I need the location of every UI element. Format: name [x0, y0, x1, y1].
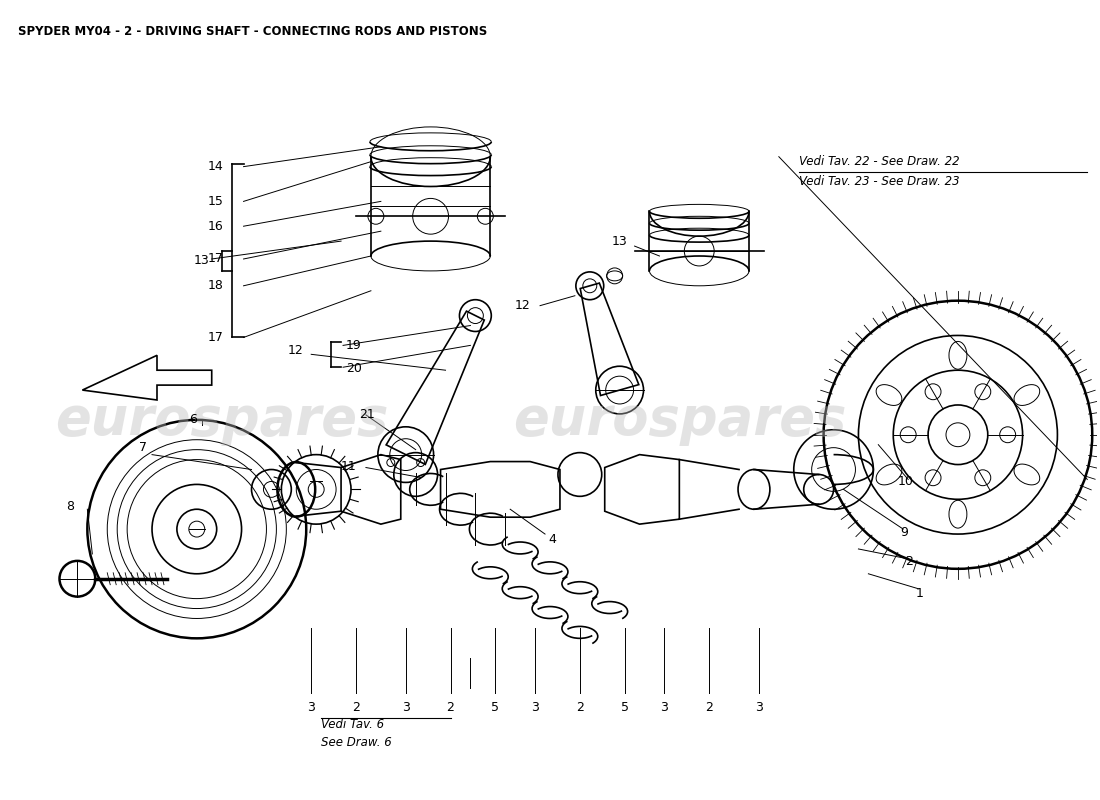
Text: 3: 3: [307, 702, 315, 714]
Text: 10: 10: [898, 475, 913, 488]
Text: 3: 3: [755, 702, 763, 714]
Text: 13: 13: [612, 234, 628, 248]
Text: 12: 12: [515, 299, 530, 312]
Text: 11: 11: [340, 460, 356, 473]
Text: 20: 20: [346, 362, 362, 374]
Text: 2: 2: [705, 702, 713, 714]
Text: 16: 16: [208, 220, 223, 233]
Text: 17: 17: [208, 253, 223, 266]
Text: 5: 5: [492, 702, 499, 714]
Text: 5: 5: [620, 702, 628, 714]
Text: 17: 17: [208, 331, 223, 344]
Polygon shape: [82, 355, 211, 400]
Text: SPYDER MY04 - 2 - DRIVING SHAFT - CONNECTING RODS AND PISTONS: SPYDER MY04 - 2 - DRIVING SHAFT - CONNEC…: [18, 25, 487, 38]
Text: 2: 2: [576, 702, 584, 714]
Text: 14: 14: [208, 160, 223, 173]
Text: 7: 7: [139, 441, 147, 454]
Text: 12: 12: [287, 344, 304, 357]
Text: Vedi Tav. 22 - See Draw. 22: Vedi Tav. 22 - See Draw. 22: [799, 155, 959, 168]
Text: 21: 21: [359, 408, 375, 422]
Text: 18: 18: [208, 279, 223, 292]
Text: 2: 2: [352, 702, 360, 714]
Text: 3: 3: [660, 702, 669, 714]
Text: eurospares: eurospares: [513, 394, 846, 446]
Text: 3: 3: [402, 702, 409, 714]
Text: 2: 2: [905, 555, 913, 568]
Text: Vedi Tav. 23 - See Draw. 23: Vedi Tav. 23 - See Draw. 23: [799, 175, 959, 188]
Text: Vedi Tav. 6: Vedi Tav. 6: [321, 718, 384, 730]
Text: 15: 15: [208, 195, 223, 208]
Text: 2: 2: [447, 702, 454, 714]
Text: 9: 9: [900, 526, 909, 538]
Text: 3: 3: [531, 702, 539, 714]
Text: 19: 19: [346, 339, 362, 352]
Text: 6: 6: [189, 414, 197, 426]
Text: 4: 4: [548, 533, 556, 546]
Text: 1: 1: [915, 587, 923, 600]
Circle shape: [59, 561, 96, 597]
Text: See Draw. 6: See Draw. 6: [321, 736, 392, 749]
Text: 13: 13: [194, 254, 210, 267]
Text: 8: 8: [66, 500, 75, 513]
Text: eurospares: eurospares: [55, 394, 388, 446]
